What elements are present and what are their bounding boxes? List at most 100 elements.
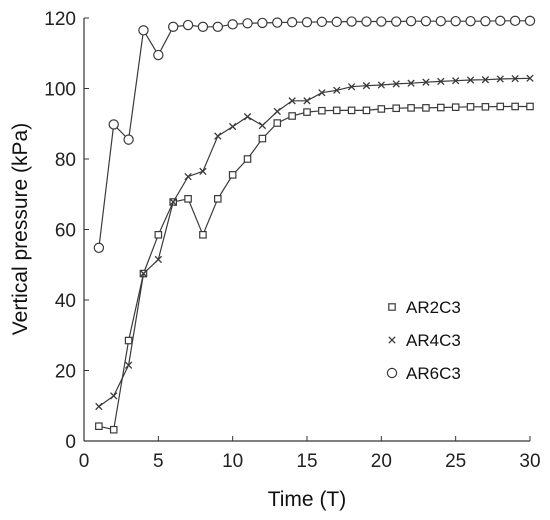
data-point-stroke-b (139, 269, 148, 278)
data-point-stroke-b (481, 76, 490, 84)
legend: AR2C3 AR4C3 AR6C3 (386, 298, 461, 383)
data-point (228, 171, 237, 179)
data-point (435, 15, 446, 27)
data-point (481, 103, 490, 111)
legend-label: AR6C3 (406, 364, 461, 383)
data-point (392, 80, 400, 88)
data-point-stroke-b (184, 172, 192, 181)
ticks-layer: 0 5 10 15 20 25 30 0 20 40 60 80 100 120 (44, 9, 540, 472)
data-point-stroke-b (288, 97, 296, 105)
data-point (405, 15, 417, 27)
data-point-stroke-b (437, 77, 445, 86)
y-tick-label: 20 (55, 362, 76, 383)
data-point (214, 195, 222, 203)
data-point (437, 77, 445, 86)
data-point (450, 15, 461, 27)
legend-item: AR4C3 (388, 331, 461, 350)
data-point (257, 17, 268, 29)
x-tick-label: 0 (79, 451, 90, 472)
series-ar2c3 (95, 102, 534, 434)
data-point (422, 78, 430, 86)
data-point (437, 103, 445, 112)
series-ar4c3 (95, 74, 534, 411)
data-point (95, 402, 103, 411)
data-point (361, 16, 372, 27)
data-point-stroke-b (214, 132, 222, 140)
data-point-stroke-b (392, 80, 400, 88)
x-tick-label: 15 (296, 451, 317, 472)
data-point (288, 97, 296, 105)
data-point (511, 74, 519, 83)
data-point (524, 15, 536, 27)
data-point (273, 119, 282, 127)
y-tick-label: 80 (55, 150, 76, 171)
data-point (347, 83, 356, 91)
data-point-stroke-b (229, 122, 237, 131)
data-point-stroke-b (243, 113, 252, 121)
data-point (377, 81, 385, 89)
data-point (93, 242, 105, 254)
data-point (243, 113, 252, 121)
data-point (332, 106, 341, 115)
data-point (167, 21, 179, 33)
data-point (169, 198, 177, 206)
data-point (331, 16, 342, 28)
data-point (286, 17, 298, 28)
data-point-stroke-b (496, 75, 504, 83)
data-point (303, 97, 311, 105)
data-point-stroke-b (303, 97, 311, 105)
data-point-stroke-b (362, 82, 371, 90)
series-line (98, 77, 531, 407)
y-tick-label: 0 (65, 432, 76, 453)
data-point (184, 195, 192, 203)
data-point (124, 336, 133, 345)
data-point (123, 134, 134, 145)
data-point (199, 167, 207, 175)
data-point (301, 17, 313, 28)
data-point (480, 15, 491, 27)
y-tick-label: 60 (55, 221, 76, 242)
data-point-stroke-b (273, 107, 281, 116)
data-point (511, 102, 519, 111)
data-point (376, 16, 387, 27)
x-tick-label: 5 (153, 451, 164, 472)
data-point (481, 76, 490, 84)
y-tick-label: 40 (55, 291, 76, 312)
data-point (242, 18, 253, 29)
data-point (199, 230, 207, 239)
data-point (346, 16, 357, 27)
data-point (452, 77, 460, 85)
x-tick-label: 25 (445, 451, 466, 472)
x-tick-label: 20 (371, 451, 392, 472)
data-point-stroke-b (169, 198, 177, 206)
data-point-stroke-b (377, 81, 385, 89)
data-point (318, 89, 326, 97)
data-point (466, 76, 475, 84)
data-point-stroke-b (466, 76, 475, 84)
series-layer (93, 15, 536, 434)
data-point-stroke-b (110, 392, 118, 400)
data-point-stroke-b (318, 89, 326, 97)
data-point (465, 15, 476, 27)
data-point-stroke-b (154, 255, 162, 264)
data-point (392, 104, 401, 113)
plot-area (84, 18, 530, 441)
legend-label: AR2C3 (406, 298, 461, 317)
data-point (110, 392, 118, 400)
data-point (108, 119, 119, 130)
data-point (362, 82, 371, 90)
legend-marker (386, 367, 398, 379)
data-point (154, 255, 162, 264)
data-point (272, 17, 283, 28)
data-point-stroke-b (347, 83, 356, 91)
data-point (496, 102, 505, 111)
x-tick-label: 10 (222, 451, 243, 472)
data-point-stroke-b (422, 78, 430, 86)
data-point (316, 16, 328, 28)
data-point (154, 230, 163, 239)
data-point (243, 155, 252, 163)
data-point-stroke-b (258, 121, 267, 130)
data-point-stroke-b (333, 86, 341, 94)
data-point (526, 74, 534, 82)
